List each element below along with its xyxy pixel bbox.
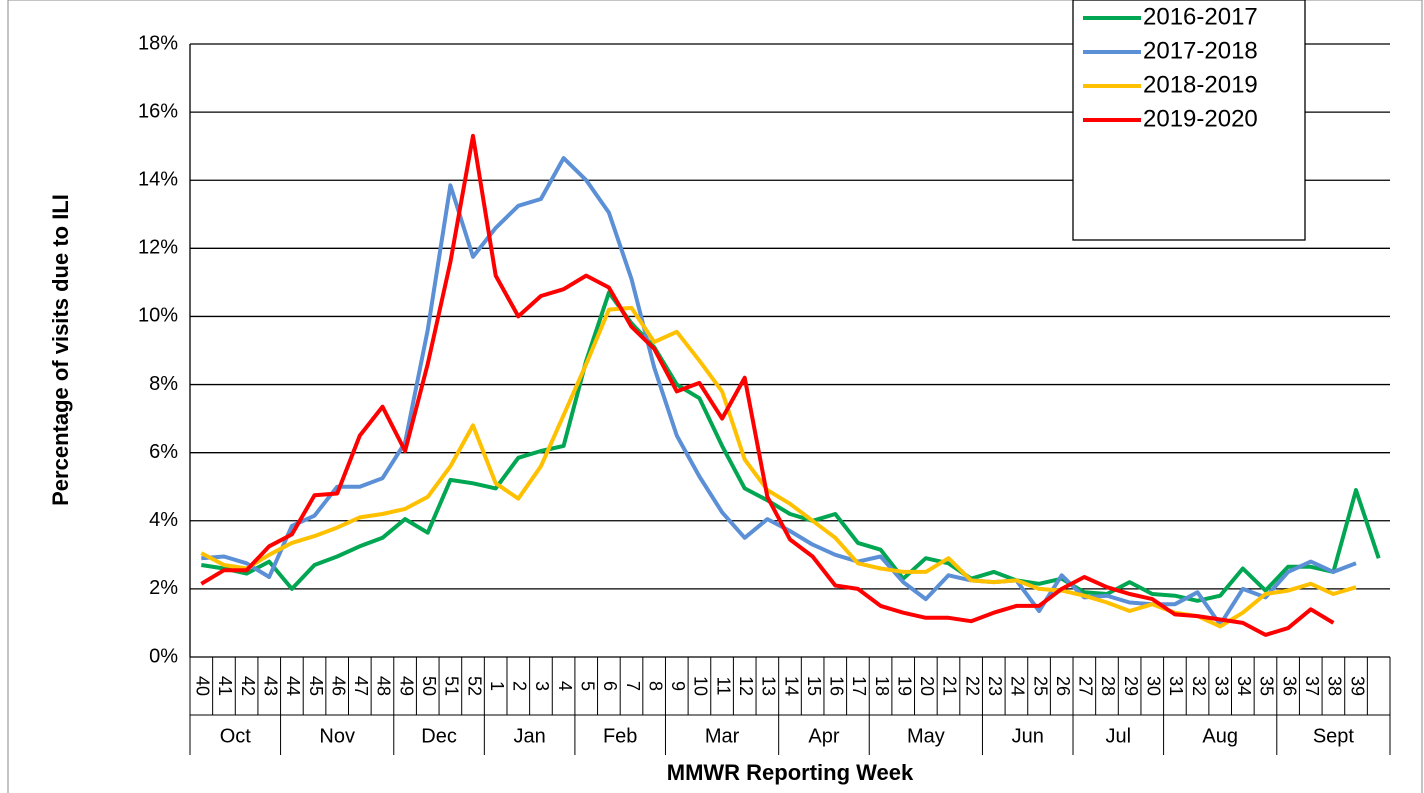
x-tick-label: 34 — [1234, 676, 1254, 696]
month-label: Oct — [220, 725, 252, 747]
x-tick-label: 31 — [1166, 676, 1186, 696]
x-tick-label: 44 — [283, 676, 303, 696]
x-tick-label: 33 — [1211, 676, 1231, 696]
y-tick-label: 14% — [138, 169, 178, 191]
y-tick-label: 6% — [149, 441, 178, 463]
y-tick-label: 0% — [149, 645, 178, 667]
x-tick-label: 36 — [1279, 676, 1299, 696]
x-tick-label: 13 — [759, 676, 779, 696]
month-label: Sept — [1313, 725, 1355, 747]
month-label: Feb — [603, 725, 637, 747]
x-tick-label: 7 — [623, 681, 643, 691]
series-line — [200, 290, 1381, 603]
x-tick-label: 17 — [849, 676, 869, 696]
x-tick-label: 48 — [374, 676, 394, 696]
x-tick-label: 14 — [781, 676, 801, 696]
legend-label: 2017-2018 — [1143, 37, 1258, 64]
month-label: Jan — [513, 725, 545, 747]
series-line — [200, 133, 1335, 637]
x-tick-label: 46 — [328, 676, 348, 696]
x-tick-label: 37 — [1302, 676, 1322, 696]
x-tick-label: 32 — [1189, 676, 1209, 696]
x-tick-label: 30 — [1144, 676, 1164, 696]
x-tick-label: 23 — [985, 676, 1005, 696]
month-label: Nov — [319, 725, 355, 747]
y-tick-label: 10% — [138, 305, 178, 327]
month-label: Aug — [1202, 725, 1238, 747]
y-tick-label: 16% — [138, 100, 178, 122]
x-tick-label: 4 — [555, 681, 575, 691]
x-tick-label: 1 — [487, 681, 507, 691]
y-tick-label: 2% — [149, 577, 178, 599]
month-label: Dec — [421, 725, 457, 747]
x-tick-label: 18 — [872, 676, 892, 696]
x-tick-label: 50 — [419, 676, 439, 696]
month-label: Jun — [1012, 725, 1044, 747]
x-tick-label: 24 — [1008, 676, 1028, 696]
x-tick-label: 9 — [668, 681, 688, 691]
legend-label: 2018-2019 — [1143, 71, 1258, 98]
x-tick-label: 51 — [442, 676, 462, 696]
x-tick-label: 26 — [1053, 676, 1073, 696]
x-tick-label: 52 — [464, 676, 484, 696]
x-tick-label: 42 — [238, 676, 258, 696]
month-label: May — [907, 725, 945, 747]
x-tick-label: 16 — [827, 676, 847, 696]
x-tick-label: 22 — [962, 676, 982, 696]
y-tick-label: 18% — [138, 32, 178, 54]
x-axis-title: MMWR Reporting Week — [667, 760, 914, 785]
x-tick-label: 25 — [1030, 676, 1050, 696]
month-label: Jul — [1106, 725, 1132, 747]
x-tick-label: 5 — [577, 681, 597, 691]
month-label: Mar — [705, 725, 740, 747]
x-tick-label: 2 — [510, 681, 530, 691]
x-tick-label: 21 — [940, 676, 960, 696]
x-tick-label: 27 — [1076, 676, 1096, 696]
x-tick-label: 38 — [1325, 676, 1345, 696]
x-tick-label: 47 — [351, 676, 371, 696]
month-label: Apr — [808, 725, 839, 747]
x-tick-label: 28 — [1098, 676, 1118, 696]
x-tick-label: 35 — [1257, 676, 1277, 696]
series-line — [201, 156, 1357, 627]
x-tick-label: 10 — [691, 676, 711, 696]
x-tick-label: 8 — [645, 681, 665, 691]
x-tick-label: 40 — [193, 676, 213, 696]
y-tick-label: 4% — [149, 509, 178, 531]
legend-label: 2016-2017 — [1143, 3, 1258, 30]
x-tick-label: 20 — [917, 676, 937, 696]
y-tick-label: 12% — [138, 237, 178, 259]
x-tick-label: 41 — [215, 676, 235, 696]
x-tick-label: 11 — [713, 677, 733, 696]
x-tick-label: 39 — [1347, 676, 1367, 696]
x-tick-label: 15 — [804, 676, 824, 696]
x-tick-label: 3 — [532, 681, 552, 691]
x-tick-label: 19 — [894, 676, 914, 696]
x-tick-label: 12 — [736, 676, 756, 696]
y-axis-title: Percentage of visits due to ILI — [48, 194, 73, 506]
x-tick-label: 43 — [260, 676, 280, 696]
x-tick-label: 49 — [396, 676, 416, 696]
legend-label: 2019-2020 — [1143, 105, 1258, 132]
x-tick-label: 29 — [1121, 676, 1141, 696]
x-tick-label: 45 — [306, 676, 326, 696]
y-tick-label: 8% — [149, 373, 178, 395]
x-tick-label: 6 — [600, 681, 620, 691]
